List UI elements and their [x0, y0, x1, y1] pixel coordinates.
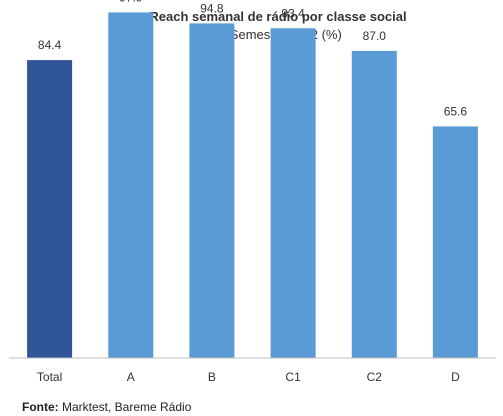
source-note: Fonte: Marktest, Bareme Rádio [22, 400, 192, 414]
value-labels-group: 84.4 97.9 94.8 93.4 87.0 65.6 [38, 0, 467, 118]
value-label-c2: 87.0 [363, 29, 387, 43]
value-label-b: 94.8 [200, 1, 224, 15]
x-tick-label-d: D [451, 370, 460, 384]
bar-c1 [270, 28, 316, 359]
value-label-a: 97.9 [119, 0, 143, 4]
bar-b [189, 23, 235, 359]
x-tick-labels-group: Total A B C1 C2 D [37, 370, 460, 384]
x-tick-label-c2: C2 [367, 370, 383, 384]
x-tick-label-a: A [127, 370, 135, 384]
bar-c2 [351, 50, 397, 359]
bars-group [27, 12, 478, 359]
x-tick-label-total: Total [37, 370, 62, 384]
x-tick-label-b: B [208, 370, 216, 384]
value-label-total: 84.4 [38, 38, 62, 52]
bar-total [27, 60, 73, 358]
source-text: Marktest, Bareme Rádio [59, 400, 192, 414]
bar-d [432, 126, 478, 359]
bar-a [108, 12, 154, 359]
x-tick-label-c1: C1 [285, 370, 301, 384]
chart-title: Reach semanal de rádio por classe social [149, 9, 406, 24]
source-label: Fonte: [22, 400, 59, 414]
value-label-d: 65.6 [444, 104, 468, 118]
value-label-c1: 93.4 [281, 6, 305, 20]
